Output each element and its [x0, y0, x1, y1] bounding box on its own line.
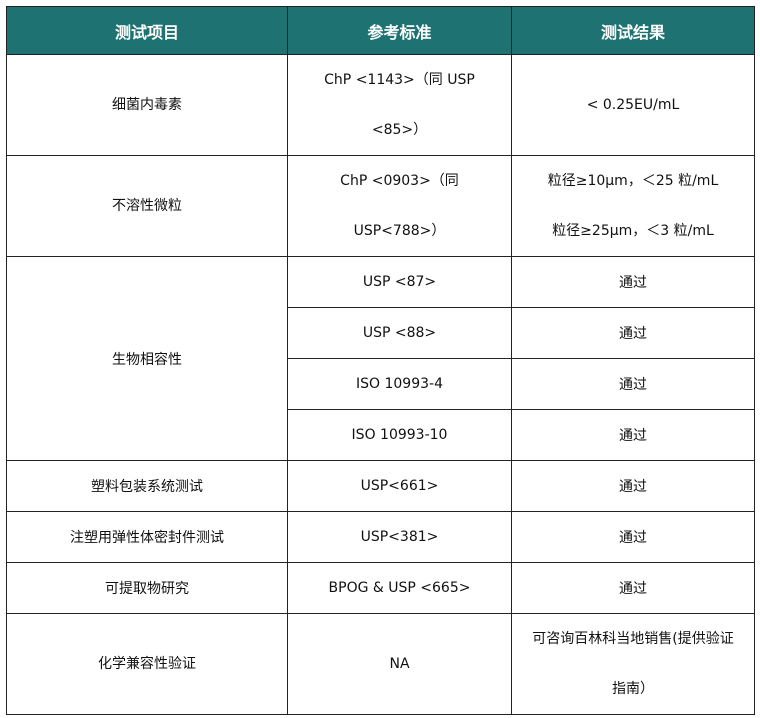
- reference-standard: USP<661>: [287, 460, 512, 512]
- header-test-item: 测试项目: [6, 6, 288, 55]
- test-item: 注塑用弹性体密封件测试: [6, 511, 288, 563]
- test-result: 可咨询百林科当地销售(提供验证 指南）: [511, 613, 755, 715]
- test-result: < 0.25EU/mL: [511, 54, 755, 156]
- test-item: 不溶性微粒: [6, 155, 288, 257]
- table-row: 化学兼容性验证 NA 可咨询百林科当地销售(提供验证 指南）: [6, 613, 755, 715]
- table-row: 可提取物研究 BPOG & USP <665> 通过: [6, 562, 755, 614]
- table-row: USP <88> 通过: [7, 307, 755, 359]
- test-result: 通过: [511, 460, 755, 512]
- test-item: 细菌内毒素: [6, 54, 288, 156]
- table-row: ISO 10993-10 通过: [7, 409, 755, 461]
- table-row: 生物相容性 USP <87> 通过: [6, 256, 755, 461]
- reference-standard: USP <87>: [287, 256, 512, 308]
- header-row: 测试项目 参考标准 测试结果: [6, 6, 755, 55]
- table-row: ISO 10993-4 通过: [7, 358, 755, 410]
- test-result: 粒径≥10μm，＜25 粒/mL 粒径≥25μm，＜3 粒/mL: [511, 155, 755, 257]
- table-row: 细菌内毒素 ChP <1143>（同 USP <85>） < 0.25EU/mL: [6, 54, 755, 156]
- test-item: 生物相容性: [6, 256, 288, 461]
- reference-standard: ISO 10993-10: [287, 409, 512, 461]
- test-result: 通过: [511, 256, 755, 308]
- test-result: 通过: [511, 562, 755, 614]
- test-result: 通过: [511, 307, 755, 359]
- reference-standard: USP <88>: [287, 307, 512, 359]
- test-results-table: 测试项目 参考标准 测试结果 细菌内毒素 ChP <1143>（同 USP <85…: [6, 6, 755, 715]
- test-item: 塑料包装系统测试: [6, 460, 288, 512]
- table-row: 塑料包装系统测试 USP<661> 通过: [6, 460, 755, 512]
- reference-standard: USP<381>: [287, 511, 512, 563]
- reference-standard: ChP <1143>（同 USP <85>）: [287, 54, 512, 156]
- header-reference-standard: 参考标准: [287, 6, 512, 55]
- header-test-result: 测试结果: [511, 6, 755, 55]
- test-item: 化学兼容性验证: [6, 613, 288, 715]
- reference-standard: NA: [287, 613, 512, 715]
- reference-standard: BPOG & USP <665>: [287, 562, 512, 614]
- test-result: 通过: [511, 358, 755, 410]
- table-row: 注塑用弹性体密封件测试 USP<381> 通过: [6, 511, 755, 563]
- table-row: 不溶性微粒 ChP <0903>（同 USP<788>） 粒径≥10μm，＜25 …: [6, 155, 755, 257]
- reference-standard: ISO 10993-4: [287, 358, 512, 410]
- reference-standard: ChP <0903>（同 USP<788>）: [287, 155, 512, 257]
- test-result: 通过: [511, 409, 755, 461]
- test-result: 通过: [511, 511, 755, 563]
- test-item: 可提取物研究: [6, 562, 288, 614]
